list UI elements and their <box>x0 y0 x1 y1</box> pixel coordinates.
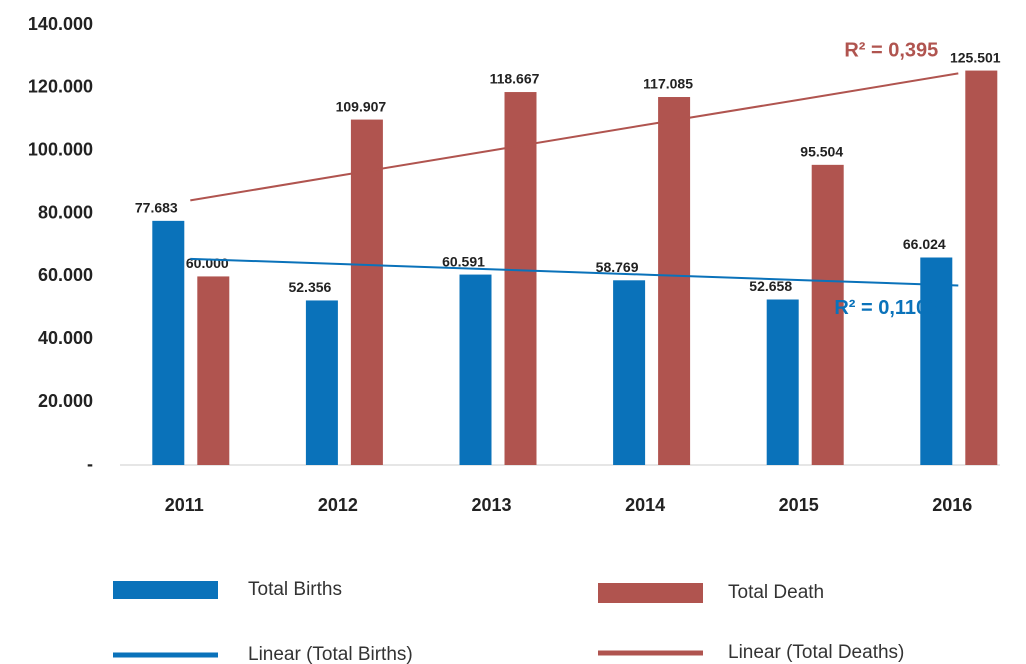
trendline <box>190 257 959 287</box>
y-tick-label: 60.000 <box>38 265 93 285</box>
legend-label: Total Death <box>728 582 824 603</box>
value-label: 52.658 <box>749 278 792 294</box>
trend-annotation: R² = 0,395 <box>844 40 938 62</box>
value-label: 60.000 <box>186 255 229 271</box>
y-tick-label: 40.000 <box>38 328 93 348</box>
bar <box>152 220 185 465</box>
legend-label: Linear (Total Deaths) <box>728 642 904 663</box>
value-label: 109.907 <box>336 98 387 114</box>
bar <box>613 280 646 465</box>
x-tick-label: 2016 <box>932 495 972 515</box>
legend-label: Linear (Total Births) <box>248 644 413 664</box>
value-label: 125.501 <box>950 49 1001 65</box>
value-label: 117.085 <box>643 76 693 92</box>
bar <box>350 119 383 465</box>
value-label: 118.667 <box>490 71 540 87</box>
y-tick-label: - <box>87 454 93 474</box>
trendline <box>190 72 959 202</box>
value-label: 77.683 <box>135 200 178 216</box>
legend-label: Total Births <box>248 579 342 600</box>
bar <box>766 299 799 465</box>
y-tick-label: 20.000 <box>38 391 93 411</box>
value-label: 52.356 <box>288 279 331 295</box>
x-tick-label: 2011 <box>165 495 204 515</box>
x-tick-label: 2014 <box>625 495 665 515</box>
bar <box>305 300 338 465</box>
y-tick-label: 120.000 <box>28 77 93 97</box>
value-label: 58.769 <box>596 259 639 275</box>
y-tick-label: 80.000 <box>38 202 93 222</box>
bar <box>965 70 998 465</box>
legend-swatch <box>113 581 218 599</box>
value-label: 66.024 <box>903 236 946 252</box>
x-tick-label: 2015 <box>779 495 819 515</box>
bar <box>459 274 492 465</box>
y-tick-label: 100.000 <box>28 139 93 159</box>
y-tick-label: 140.000 <box>28 14 93 34</box>
x-tick-label: 2012 <box>318 495 358 515</box>
legend-swatch <box>598 650 703 656</box>
x-tick-label: 2013 <box>471 495 511 515</box>
bar <box>197 276 230 465</box>
bar <box>920 257 953 465</box>
trend-annotation: R² = 0,1108 <box>834 297 938 319</box>
bar <box>504 92 537 465</box>
value-label: 95.504 <box>800 144 843 160</box>
legend-swatch <box>598 583 703 603</box>
bar <box>658 97 691 466</box>
value-label: 60.591 <box>442 253 485 269</box>
bar <box>811 164 844 465</box>
legend-swatch <box>113 652 218 658</box>
